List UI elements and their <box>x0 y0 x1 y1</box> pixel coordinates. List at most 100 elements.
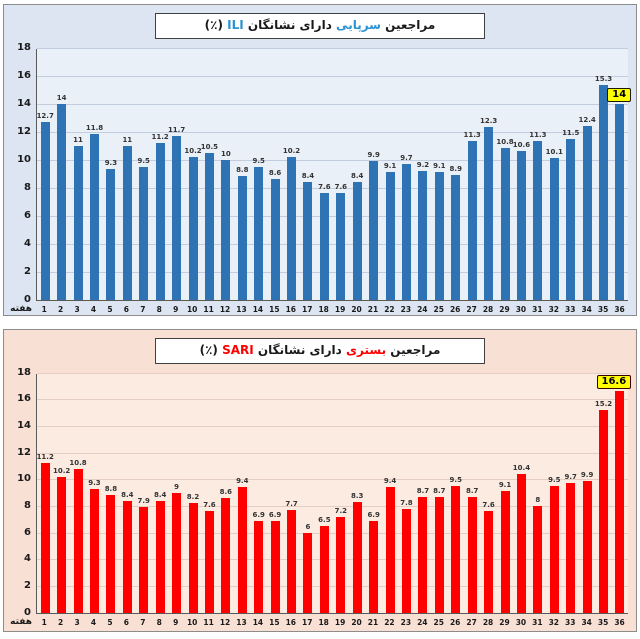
bar <box>549 158 559 300</box>
bar-column-week-28: 7.6 <box>480 374 496 613</box>
bar-value-label: 7.6 <box>334 183 347 192</box>
bar-column-week-18: 6.5 <box>316 374 332 613</box>
sari-chart-title: مراجعین بستری دارای نشانگان SARI (٪) <box>155 338 485 364</box>
bar-value-label: 11.2 <box>36 453 54 462</box>
bar <box>500 491 510 613</box>
bar-column-week-11: 10.5 <box>201 49 218 300</box>
bar-column-week-1: 12.7 <box>37 49 54 300</box>
x-axis-tick-label: 6 <box>123 304 130 314</box>
bar-column-week-23: 7.8 <box>398 374 414 613</box>
bar <box>418 496 428 613</box>
sari-x-axis: هفته 1 2 3 4 5 6 7 8 9 10 11 12 13 14 15 16 17 18 19 20 21 22 2… <box>10 617 628 631</box>
bar <box>467 141 477 300</box>
bar-value-label: 9.9 <box>580 470 594 479</box>
bar-column-week-8: 11.2 <box>151 49 169 300</box>
bar-value-label: 8.7 <box>433 486 446 495</box>
highlight-value-badge: 16.6 <box>596 375 632 390</box>
title-accent-word: ILI <box>227 18 244 32</box>
gridline <box>37 452 628 454</box>
x-axis-tick-label: 7 <box>140 304 146 314</box>
bar <box>434 496 444 613</box>
bar-column-week-34: 12.4 <box>578 49 596 300</box>
bar-value-label: 11.7 <box>167 125 186 134</box>
x-axis-tick-label: 4 <box>90 617 97 627</box>
bar-value-label: 9.9 <box>367 151 380 159</box>
x-axis-tick-label: 18 <box>318 304 329 314</box>
bar <box>401 163 411 300</box>
x-axis-tick-label: 35 <box>597 304 609 314</box>
bar-column-week-26: 9.5 <box>448 374 464 613</box>
bar-column-week-7: 9.5 <box>136 49 152 300</box>
gridline <box>37 187 628 189</box>
y-axis-tick-label: 8 <box>24 499 31 511</box>
bar-column-week-2: 10.2 <box>53 374 70 613</box>
bar-value-label: 9.5 <box>137 156 150 165</box>
gridline <box>37 159 628 161</box>
title-accent-word: بستری <box>346 343 387 357</box>
bar <box>237 176 247 300</box>
bar <box>599 409 609 613</box>
x-axis-tick-label: 15 <box>269 617 280 627</box>
bar-column-week-35: 15.2 <box>595 374 612 613</box>
bar <box>188 503 198 613</box>
bar <box>369 161 379 300</box>
plot: 0 2 4 6 8 10 12 14 16 18 11.2 10.2 10.8 9.3 8.8 8.4 7.9 8… <box>17 367 632 618</box>
bar-column-week-15: 6.9 <box>267 374 283 613</box>
bar-column-week-26: 8.9 <box>448 49 464 300</box>
bar <box>73 145 83 300</box>
bar-value-label: 9.1 <box>383 162 397 171</box>
bar-value-label: 8 <box>535 495 541 504</box>
x-axis-tick-label: 31 <box>532 304 543 314</box>
y-axis-tick-label: 4 <box>24 237 31 249</box>
x-axis-tick-label: 16 <box>285 304 296 314</box>
bar <box>401 508 411 613</box>
gridline <box>37 103 628 105</box>
x-axis-tick-label: 18 <box>318 617 329 627</box>
bar-value-label: 12.4 <box>578 116 596 124</box>
bar-column-week-17: 6 <box>300 374 316 613</box>
bar-value-label: 8.8 <box>104 485 118 494</box>
bar-value-label: 11.2 <box>151 132 169 141</box>
bar <box>40 463 50 613</box>
bar-column-week-5: 9.3 <box>103 49 119 300</box>
bar-value-label: 10.2 <box>184 146 202 155</box>
bar-value-label: 7.6 <box>482 501 495 510</box>
highlight-value-badge: 14 <box>607 87 632 102</box>
x-axis-tick-label: 28 <box>482 304 494 314</box>
bar-column-week-32: 10.1 <box>546 49 563 300</box>
gridline <box>37 75 628 77</box>
gridline <box>37 479 628 481</box>
x-axis-tick-label: 14 <box>252 617 264 627</box>
title-accent-word: سرپایی <box>336 18 381 32</box>
x-axis-tick-label: 36 <box>614 617 625 627</box>
x-axis-tick-label: 34 <box>581 617 592 627</box>
bar-column-week-16: 10.2 <box>283 49 300 300</box>
x-axis-tick-label: 9 <box>173 304 179 314</box>
x-axis-tick-label: 8 <box>156 304 162 314</box>
x-axis-tick-label: 17 <box>302 304 313 314</box>
bar-value-label: 8.4 <box>121 490 134 499</box>
y-axis-tick-label: 2 <box>24 579 31 591</box>
sari-plot-area: 0 2 4 6 8 10 12 14 16 18 11.2 10.2 10.8 9.3 8.8 8.4 7.9 8… <box>17 367 632 618</box>
bar-column-week-9: 9 <box>168 374 184 613</box>
x-axis-tick-label: 33 <box>565 617 576 627</box>
bar-value-label: 8.6 <box>268 169 282 178</box>
bar <box>57 476 67 613</box>
gridline <box>37 215 628 217</box>
bar-column-week-33: 9.7 <box>563 374 579 613</box>
bar <box>89 488 99 613</box>
bar-value-label: 6.9 <box>268 510 282 519</box>
bar-column-week-19: 7.2 <box>333 374 349 613</box>
gridline <box>37 532 628 534</box>
y-axis-tick-label: 2 <box>24 265 31 277</box>
bar <box>615 391 625 613</box>
bar <box>434 172 444 300</box>
x-axis-tick-label: 3 <box>74 617 80 627</box>
bar-value-label: 8.3 <box>351 491 364 500</box>
x-axis-tick-label: 24 <box>417 617 428 627</box>
bar <box>516 151 526 300</box>
bar-value-label: 6.9 <box>367 510 380 519</box>
bar <box>319 525 329 613</box>
bar-column-week-16: 7.7 <box>283 374 299 613</box>
